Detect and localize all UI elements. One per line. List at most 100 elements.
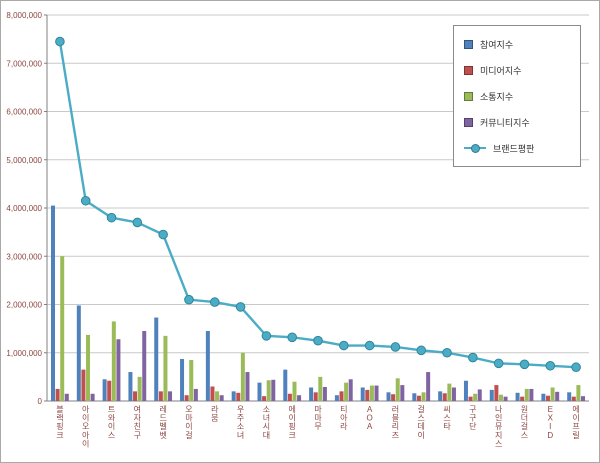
- bar-참여지수: [51, 205, 56, 401]
- bar-커뮤니티지수: [168, 391, 173, 401]
- bar-미디어지수: [520, 396, 525, 401]
- bar-참여지수: [489, 389, 494, 401]
- bar-소통지수: [137, 376, 142, 401]
- line-marker: [416, 345, 427, 356]
- bar-참여지수: [412, 393, 417, 401]
- bar-미디어지수: [313, 392, 318, 401]
- bar-참여지수: [257, 382, 262, 401]
- bar-소통지수: [240, 352, 245, 401]
- bar-커뮤니티지수: [374, 385, 379, 401]
- bar-소통지수: [163, 335, 168, 401]
- bar-소통지수: [111, 321, 116, 401]
- bar-커뮤니티지수: [451, 387, 456, 401]
- bar-소통지수: [369, 385, 374, 401]
- bar-미디어지수: [287, 393, 292, 401]
- y-tick-label: 0: [38, 397, 43, 406]
- legend-line-marker-icon: [464, 143, 486, 153]
- bar-미디어지수: [262, 396, 267, 401]
- bar-참여지수: [102, 379, 107, 401]
- legend-label: 소통지수: [480, 91, 514, 102]
- legend-label: 브랜드평판: [493, 143, 535, 154]
- bar-소통지수: [421, 392, 426, 401]
- legend-item-media: 미디어지수: [464, 62, 570, 78]
- bar-소통지수: [292, 381, 297, 401]
- bar-참여지수: [463, 380, 468, 401]
- line-marker: [132, 217, 143, 228]
- line-marker: [442, 347, 452, 358]
- bar-미디어지수: [571, 396, 576, 401]
- bar-미디어지수: [236, 392, 241, 401]
- bar-커뮤니티지수: [477, 389, 482, 401]
- bar-소통지수: [86, 334, 91, 401]
- bar-소통지수: [215, 391, 220, 401]
- legend-item-communication: 소통지수: [464, 88, 570, 104]
- legend-swatch-community-icon: [464, 117, 473, 127]
- y-tick-label: 3,000,000: [6, 252, 42, 261]
- bar-커뮤니티지수: [580, 396, 585, 401]
- bar-참여지수: [386, 392, 391, 401]
- bar-소통지수: [60, 256, 65, 401]
- y-tick-label: 4,000,000: [6, 204, 42, 213]
- bar-소통지수: [524, 388, 529, 401]
- bar-미디어지수: [210, 386, 215, 401]
- bar-커뮤니티지수: [529, 388, 534, 401]
- bar-미디어지수: [365, 389, 370, 401]
- line-marker: [184, 294, 194, 305]
- y-tick-label: 8,000,000: [6, 11, 42, 20]
- line-marker: [313, 335, 323, 346]
- legend-swatch-media-icon: [464, 65, 473, 75]
- bar-커뮤니티지수: [142, 331, 147, 401]
- bar-소통지수: [550, 387, 555, 401]
- line-marker: [80, 195, 91, 206]
- bar-참여지수: [438, 391, 443, 401]
- legend-label: 참여지수: [480, 39, 514, 50]
- bar-미디어지수: [339, 391, 344, 401]
- bar-참여지수: [515, 392, 520, 401]
- bar-미디어지수: [184, 395, 189, 401]
- bar-미디어지수: [468, 396, 473, 401]
- bar-미디어지수: [133, 391, 138, 401]
- bar-커뮤니티지수: [503, 396, 508, 401]
- bar-커뮤니티지수: [297, 395, 302, 401]
- chart-legend: 참여지수 미디어지수 소통지수 커뮤니티지수 브랜드평판: [453, 25, 581, 167]
- bar-참여지수: [205, 331, 210, 401]
- bar-커뮤니티지수: [245, 372, 250, 401]
- bar-참여지수: [541, 393, 546, 401]
- bar-소통지수: [266, 380, 271, 401]
- line-marker: [493, 358, 504, 369]
- bar-소통지수: [344, 382, 349, 401]
- bar-미디어지수: [107, 380, 112, 401]
- line-marker: [545, 360, 556, 371]
- y-tick-label: 7,000,000: [6, 59, 42, 68]
- bar-커뮤니티지수: [400, 385, 405, 401]
- bar-커뮤니티지수: [322, 387, 327, 401]
- bar-소통지수: [318, 376, 323, 401]
- bar-참여지수: [180, 359, 185, 401]
- bar-미디어지수: [442, 393, 447, 401]
- line-marker: [339, 340, 349, 351]
- bar-소통지수: [189, 359, 194, 401]
- bar-소통지수: [395, 378, 400, 401]
- bar-미디어지수: [158, 391, 163, 401]
- bar-커뮤니티지수: [64, 393, 69, 401]
- line-marker: [287, 332, 297, 343]
- bar-참여지수: [154, 317, 159, 401]
- bar-커뮤니티지수: [426, 372, 431, 401]
- legend-label: 커뮤니티지수: [480, 117, 530, 128]
